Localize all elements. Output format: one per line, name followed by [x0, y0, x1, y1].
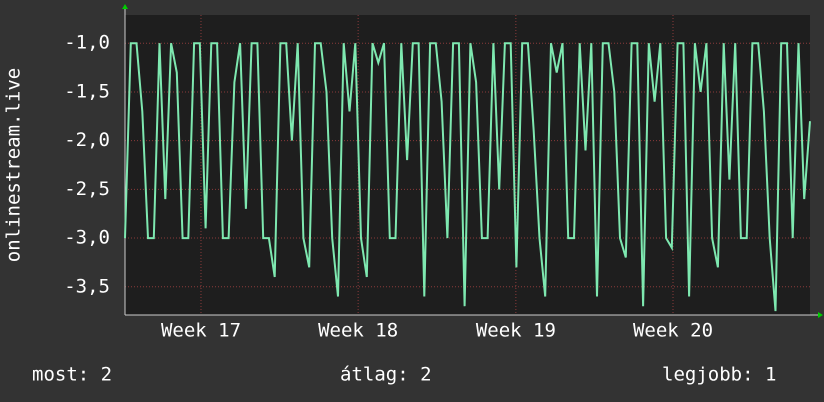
y-axis-label: onlinestream.live [3, 68, 25, 262]
y-tick-label: -1,5 [64, 80, 110, 102]
y-tick-label: -3,0 [64, 227, 110, 249]
footer-current: most: 2 [32, 364, 112, 386]
footer-best: legjobb: 1 [662, 364, 776, 386]
x-tick-label: Week 19 [476, 320, 556, 342]
data-line [124, 42, 811, 312]
x-tick-label: Week 20 [633, 320, 713, 342]
footer-average: átlag: 2 [340, 364, 432, 386]
y-tick-label: -2,5 [64, 178, 110, 200]
x-tick-label: Week 17 [161, 320, 241, 342]
y-tick-label: -2,0 [64, 129, 110, 151]
y-tick-label: -3,5 [64, 275, 110, 297]
axis-arrow [122, 4, 128, 9]
axis-arrow [818, 312, 823, 318]
y-tick-label: -1,0 [64, 32, 110, 54]
x-tick-label: Week 18 [318, 320, 398, 342]
